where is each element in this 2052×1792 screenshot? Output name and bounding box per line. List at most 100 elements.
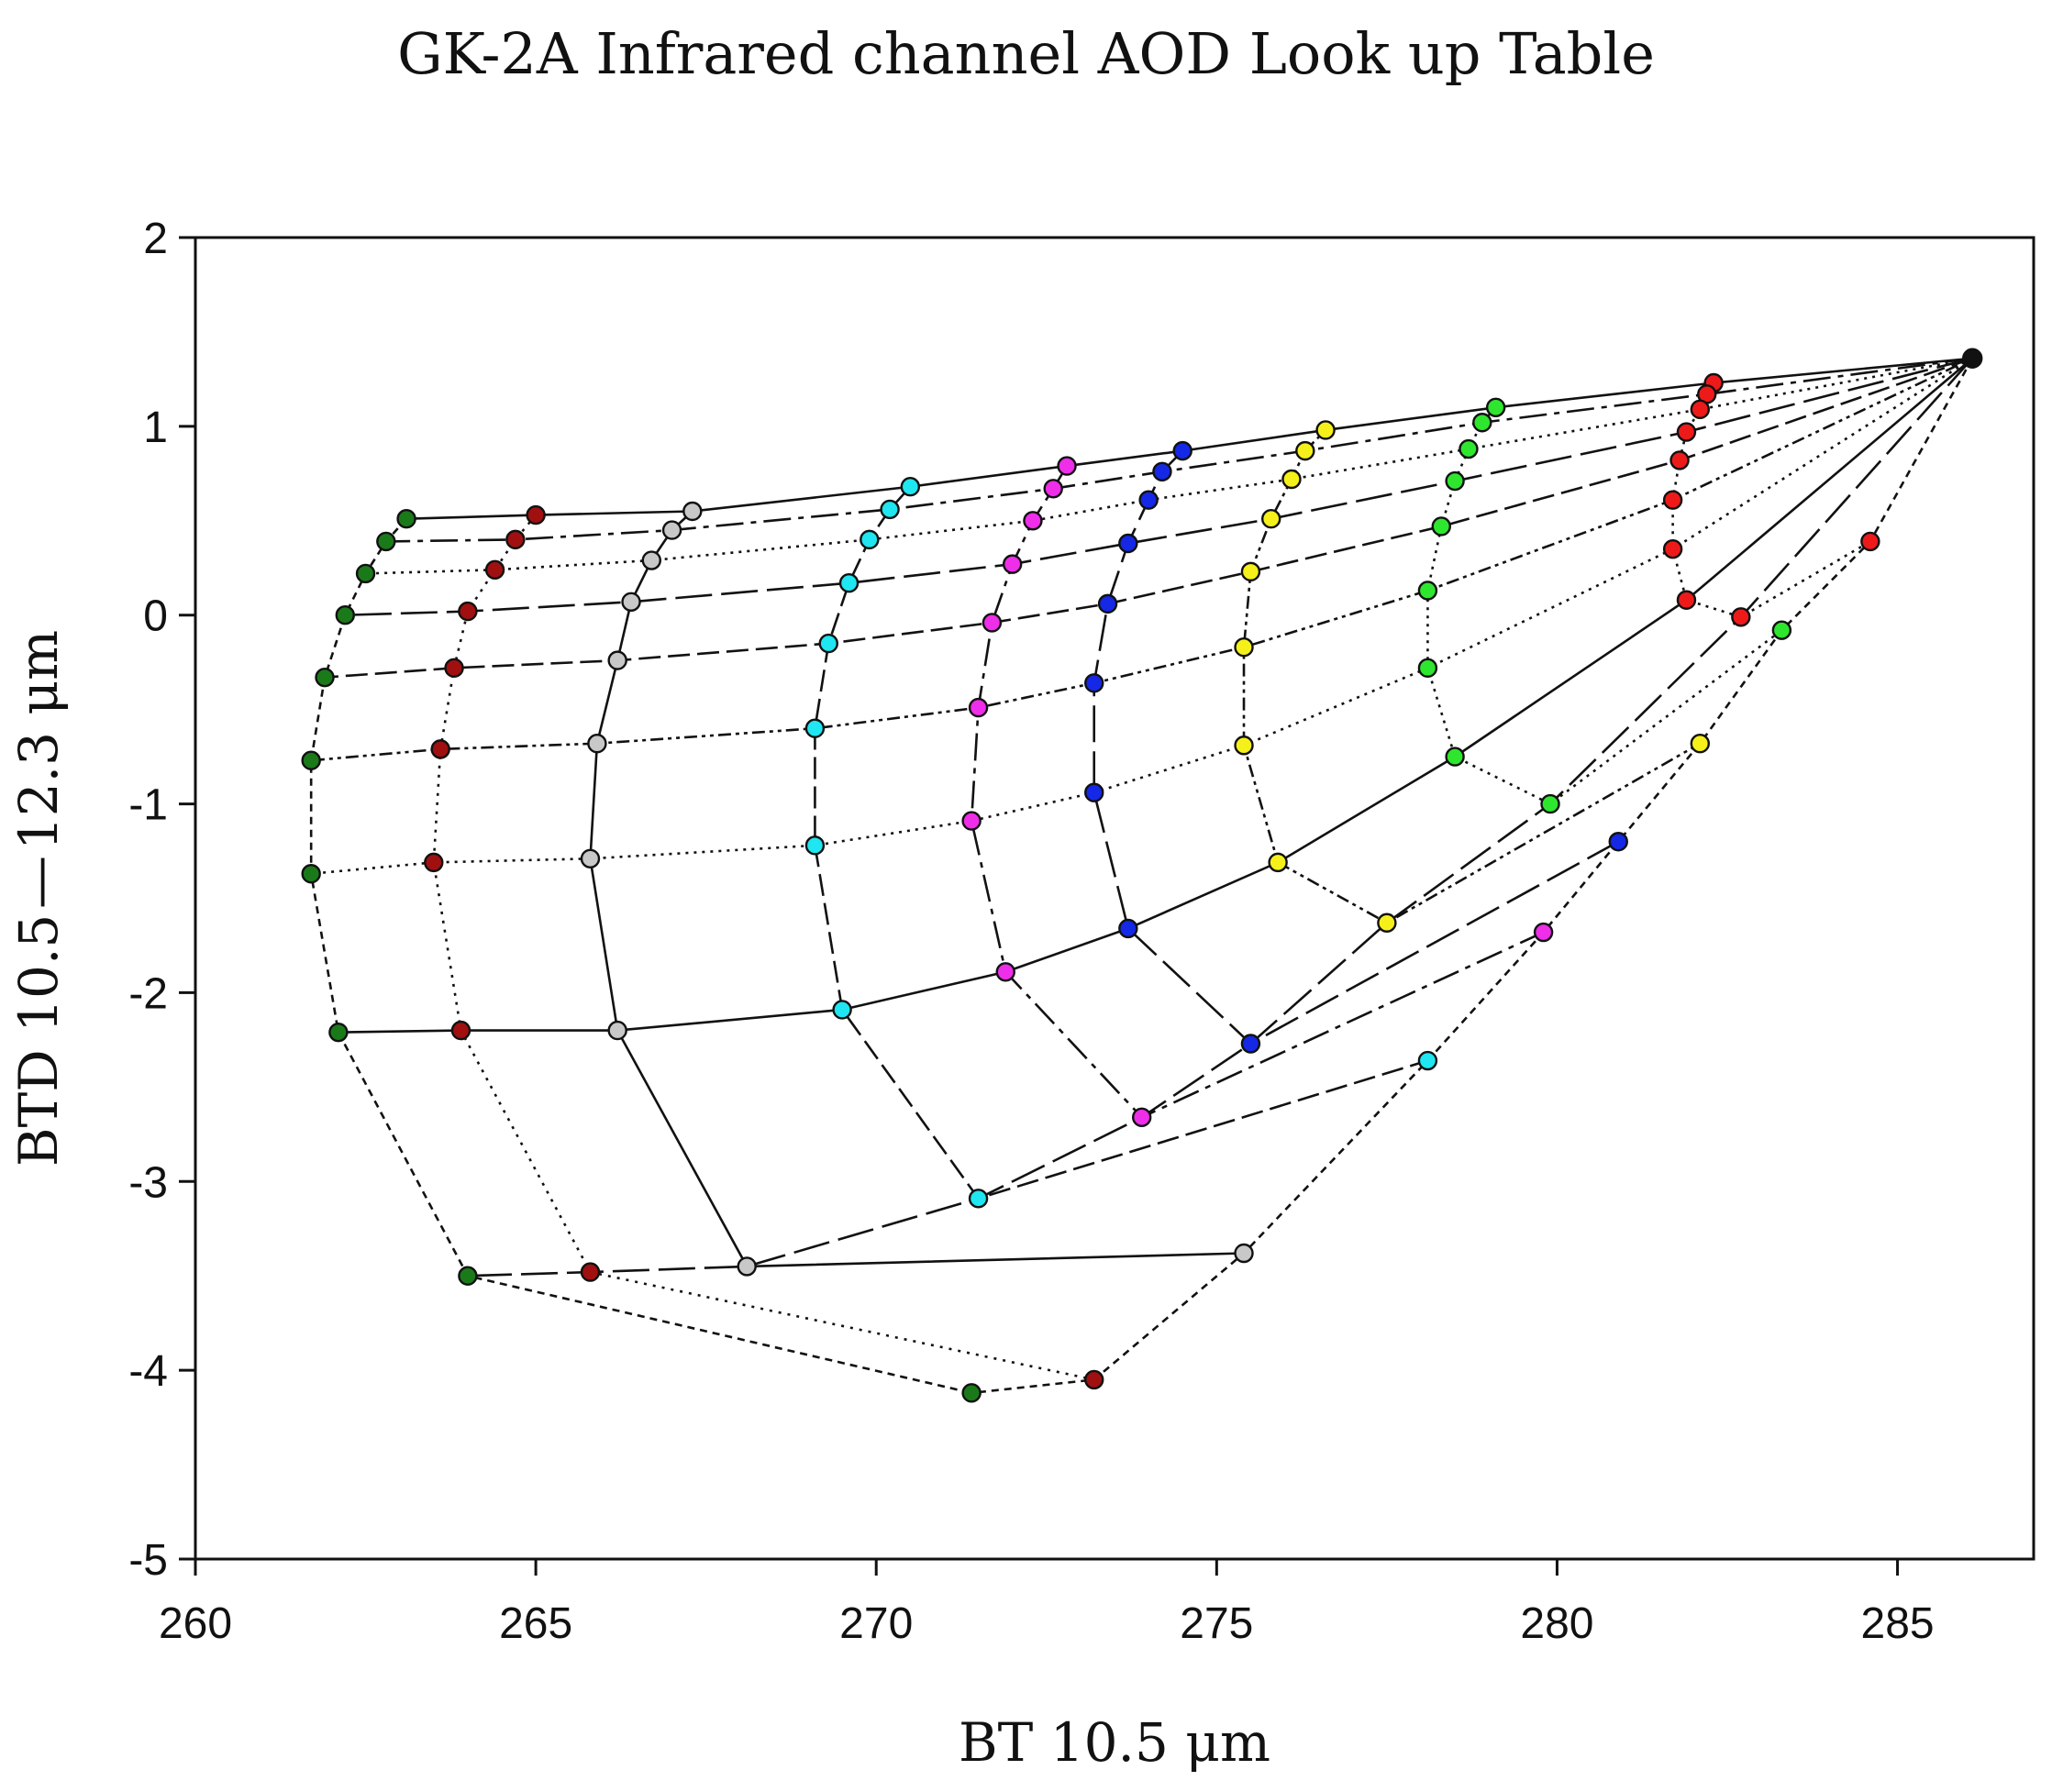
data-point [1731, 607, 1751, 627]
data-point [1234, 637, 1254, 658]
series-curve [309, 517, 972, 1395]
data-point [982, 613, 1003, 633]
data-point [1662, 538, 1683, 559]
y-tick-label: -2 [128, 969, 168, 1018]
data-point [450, 1020, 471, 1041]
data-point [355, 563, 376, 584]
data-point [1043, 479, 1063, 499]
data-point [832, 1000, 852, 1020]
data-point [1281, 469, 1302, 490]
data-point [1240, 1034, 1261, 1054]
data-point [396, 509, 416, 529]
series-curve [970, 465, 1545, 1119]
data-point [1234, 736, 1254, 756]
series-curve [589, 510, 1245, 1268]
data-point [1268, 852, 1288, 873]
data-point [1084, 1369, 1104, 1390]
aod-curve [311, 357, 1973, 762]
y-tick-label: 2 [143, 215, 168, 263]
data-point [1152, 461, 1172, 481]
data-point [1057, 456, 1077, 476]
y-tick-label: -4 [128, 1347, 168, 1396]
chart-title: GK-2A Infrared channel AOD Look up Table [397, 20, 1655, 87]
data-point [301, 750, 321, 770]
data-point [900, 477, 921, 497]
data-point [1084, 782, 1104, 802]
data-point [968, 697, 989, 718]
x-tick-label: 265 [499, 1599, 572, 1648]
data-point [1445, 747, 1465, 767]
data-point [621, 592, 641, 613]
data-point [1295, 440, 1315, 461]
data-point [424, 852, 444, 873]
aod-curve [971, 358, 1974, 1395]
data-point [804, 835, 826, 856]
data-point [1662, 490, 1683, 510]
data-point [1676, 590, 1697, 610]
data-point [968, 1189, 989, 1209]
y-tick-label: -1 [128, 781, 168, 830]
aod-curve [406, 357, 1973, 521]
mesh-lines [309, 357, 1974, 1395]
series-curve [1093, 449, 1619, 1045]
series-curve [1426, 406, 1783, 806]
y-axis: 2 1 0 -1 -2 -3 -4 -5 [128, 215, 195, 1585]
data-point [1002, 554, 1023, 574]
x-tick-label: 275 [1180, 1599, 1253, 1648]
data-point [804, 718, 826, 738]
data-point [458, 1266, 478, 1286]
data-point [1431, 516, 1451, 536]
x-tick-label: 260 [159, 1599, 232, 1648]
data-point [737, 1256, 757, 1277]
data-point [301, 864, 321, 884]
data-point [860, 529, 880, 550]
data-point [1860, 531, 1880, 552]
data-point [641, 550, 661, 570]
data-point [587, 733, 607, 754]
plot-frame [194, 236, 2035, 1561]
data-point [1485, 397, 1506, 417]
aod-curve [338, 357, 1974, 1034]
x-tick-label: 280 [1520, 1599, 1593, 1648]
aod-curve [345, 357, 1973, 617]
data-point [661, 520, 682, 540]
y-axis-title: BTD 10.5 — 12.3 μm [7, 630, 70, 1167]
series-curve [1671, 382, 1871, 619]
data-point [1690, 733, 1711, 754]
x-axis-title: BT 10.5 μm [959, 1711, 1270, 1774]
data-point [1261, 509, 1281, 529]
y-tick-label: 1 [143, 404, 168, 452]
data-point [444, 658, 464, 679]
data-point [1118, 533, 1138, 554]
aod-curve [385, 357, 1973, 543]
data-point [1540, 793, 1560, 814]
data-point [1234, 1243, 1254, 1264]
data-point [838, 573, 860, 593]
x-tick-label: 285 [1861, 1599, 1935, 1648]
data-point [995, 962, 1015, 982]
data-point [580, 848, 601, 868]
aod-curve [311, 357, 1973, 876]
data-point [880, 499, 900, 520]
data-point [315, 667, 335, 688]
data-point [1084, 673, 1104, 693]
data-point [1240, 561, 1261, 582]
data-point [484, 559, 505, 581]
y-tick-label: -3 [128, 1158, 168, 1207]
data-point [1172, 440, 1192, 461]
data-point [1472, 413, 1492, 433]
data-point [1417, 658, 1438, 679]
data-point [1315, 420, 1336, 440]
data-point [682, 501, 703, 522]
data-point [526, 504, 546, 525]
data-point [430, 739, 450, 759]
data-point [1608, 832, 1628, 852]
data-point [1533, 922, 1554, 943]
aod-curve [467, 357, 1974, 1278]
series-curve [814, 485, 1428, 1200]
data-point [1690, 399, 1711, 420]
data-point [505, 529, 526, 550]
x-axis: 260 265 270 275 280 285 [159, 1559, 1935, 1648]
series-curve [1242, 429, 1701, 924]
